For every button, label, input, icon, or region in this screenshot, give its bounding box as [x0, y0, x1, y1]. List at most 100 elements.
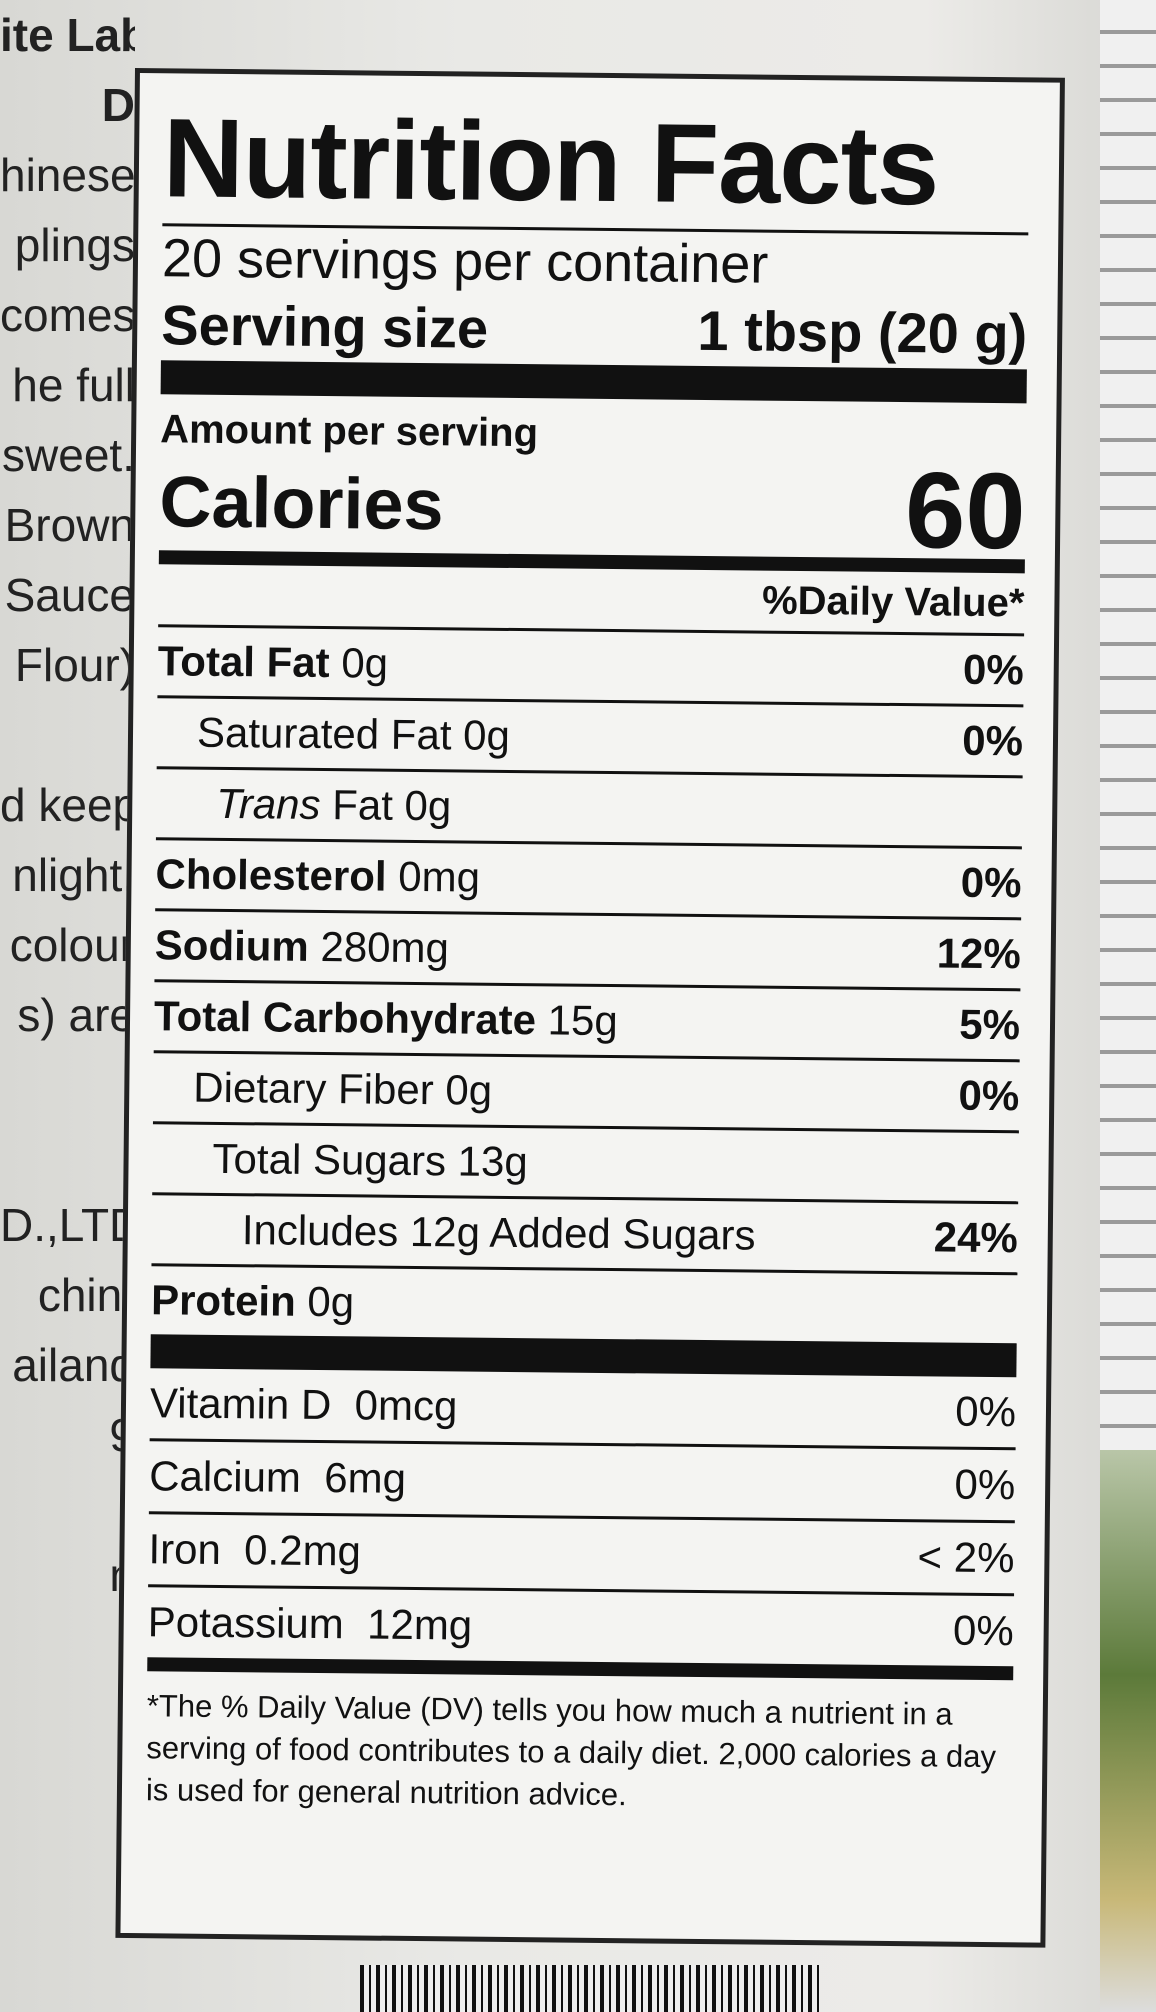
nutrient-row: Total Sugars 13g [152, 1121, 1019, 1202]
side-text-line: hinese [0, 149, 135, 201]
nutrient-row: Total Carbohydrate 15g 5% [153, 979, 1021, 1060]
side-text-line: n [0, 1540, 135, 1610]
nutrient-name: Protein [150, 1276, 297, 1325]
nutrient-name: Trans [216, 779, 321, 828]
vitamin-row: Potassium 12mg 0% [147, 1584, 1015, 1667]
nutrient-daily-value [1018, 1133, 1019, 1201]
nutrient-name: Includes [241, 1206, 399, 1255]
side-text-line: sweet. [2, 429, 135, 481]
side-text-line [0, 1050, 135, 1120]
nutrient-daily-value: 0% [960, 858, 1022, 907]
side-text-line: D [101, 79, 135, 131]
nutrient-row: Protein 0g [150, 1263, 1018, 1344]
nutrient-name: Total Fat [157, 637, 330, 687]
nutrient-name: Saturated Fat [196, 708, 452, 759]
nutrient-amount: 0g [462, 711, 511, 759]
nutrient-row: Cholesterol 0mg 0% [155, 837, 1022, 918]
vitamin-name: Vitamin D [149, 1379, 332, 1429]
vitamin-amount: 0mcg [354, 1381, 458, 1430]
side-text-line: ailand [12, 1339, 135, 1391]
vitamin-name-amount: Iron 0.2mg [148, 1514, 361, 1586]
nutrient-name-amount: Trans Fat 0g [216, 770, 452, 840]
nutrient-name-amount: Sodium 280mg [154, 911, 450, 982]
side-text-line: . [0, 1120, 135, 1190]
nutrient-daily-value: 24% [933, 1213, 1019, 1262]
nutrient-name-rest: Fat [331, 781, 394, 829]
vitamin-amount: 6mg [324, 1454, 407, 1502]
side-text-line: Flour) [14, 639, 135, 691]
nutrient-name-amount: Total Sugars 13g [212, 1125, 528, 1196]
nutrient-amount: 0g [404, 781, 452, 830]
nutrient-name-amount: Total Carbohydrate 15g [154, 982, 618, 1055]
nutrient-amount: 13g [457, 1137, 529, 1186]
vitamin-daily-value: 0% [954, 1460, 1016, 1509]
vitamin-amount: 12mg [366, 1600, 473, 1649]
package-image-edge [1100, 1450, 1156, 2012]
vitamin-name: Potassium [147, 1598, 345, 1648]
calories-row: Calories 60 [159, 449, 1026, 571]
nutrient-name-amount: Dietary Fiber 0g [193, 1054, 492, 1125]
nutrient-row: Sodium 280mg 12% [154, 908, 1022, 989]
nutrient-row: Trans Fat 0g [155, 766, 1023, 847]
calories-label: Calories [159, 462, 444, 546]
nutrient-name-amount: Protein 0g [151, 1266, 355, 1336]
nutrient-daily-value: 0% [962, 645, 1024, 694]
side-text-line: d keep [0, 779, 135, 831]
nutrient-amount: 12g Added Sugars [409, 1207, 756, 1259]
vitamin-name-amount: Potassium 12mg [147, 1587, 472, 1660]
nutrient-row: Saturated Fat 0g 0% [156, 695, 1024, 776]
daily-value-header: %Daily Value* [761, 578, 1025, 626]
nutrient-name: Sodium [154, 921, 310, 970]
nutrient-amount: 0mg [398, 852, 481, 901]
nutrient-daily-value: 0% [962, 716, 1024, 765]
nutrient-name: Cholesterol [155, 850, 387, 900]
nutrient-row: Dietary Fiber 0g 0% [152, 1050, 1020, 1131]
vitamin-name-amount: Vitamin D 0mcg [150, 1368, 458, 1441]
vitamin-daily-value: 0% [952, 1606, 1014, 1655]
vitamin-amount: 0.2mg [243, 1526, 362, 1575]
nutrient-name: Dietary Fiber [193, 1063, 434, 1114]
vitamin-list: Vitamin D 0mcg 0% Calcium 6mg 0% Iron 0.2mg <… [147, 1368, 1017, 1667]
side-text-line: Brown [4, 499, 135, 551]
vitamin-row: Iron 0.2mg < 2% [148, 1511, 1015, 1594]
vitamin-row: Calcium 6mg 0% [148, 1438, 1016, 1521]
side-text-line: D.,LTD. [0, 1199, 135, 1251]
serving-size-label: Serving size [160, 293, 489, 360]
nutrient-name: Total Sugars [212, 1134, 447, 1185]
vitamin-name: Iron [148, 1525, 222, 1573]
side-text-line: colour [9, 919, 135, 971]
side-text-line [0, 1470, 135, 1540]
nutrient-daily-value: 0% [958, 1071, 1020, 1120]
side-text-line: s) are [17, 989, 135, 1041]
nutrient-daily-value: 12% [936, 929, 1022, 978]
nutrition-facts-label: Nutrition Facts 20 servings per containe… [115, 68, 1065, 1948]
nutrient-name-amount: Saturated Fat 0g [197, 699, 511, 770]
nutrient-amount: 15g [547, 996, 618, 1045]
nutrient-amount: 0g [307, 1277, 355, 1326]
servings-per-container: 20 servings per container [161, 228, 769, 295]
footnote: *The % Daily Value (DV) tells you how mu… [145, 1688, 997, 1813]
nutrient-daily-value: 5% [959, 1000, 1021, 1049]
vitamin-daily-value: 0% [955, 1387, 1017, 1436]
nutrient-name-amount: Includes 12g Added Sugars [241, 1196, 756, 1269]
vitamin-row: Vitamin D 0mcg 0% [150, 1368, 1017, 1447]
side-text-line: chin, [37, 1269, 135, 1321]
nutrient-name: Total Carbohydrate [153, 992, 537, 1044]
serving-size-value: 1 tbsp (20 g) [697, 298, 1028, 366]
nutrient-row: Includes 12g Added Sugars 24% [151, 1192, 1019, 1273]
vitamin-name: Calcium [149, 1452, 302, 1501]
striped-package-edge [1100, 0, 1156, 1450]
side-text-line: 9 [0, 1400, 135, 1470]
nutrient-amount: 0g [341, 639, 389, 687]
side-text-line: Sauce [4, 569, 135, 621]
nutrient-name-amount: Cholesterol 0mg [155, 840, 480, 911]
nutrient-list: Total Fat 0g 0% Saturated Fat 0g 0% Trans Fa… [150, 624, 1025, 1344]
vitamin-name-amount: Calcium 6mg [149, 1441, 406, 1514]
side-text-line: ite Label) [0, 9, 135, 61]
amount-per-serving: Amount per serving [159, 407, 539, 456]
nutrient-amount: 280mg [320, 922, 450, 972]
barcode [360, 1965, 820, 2012]
side-text-line: he full [12, 359, 135, 411]
nutrient-name-amount: Total Fat 0g [157, 627, 389, 697]
